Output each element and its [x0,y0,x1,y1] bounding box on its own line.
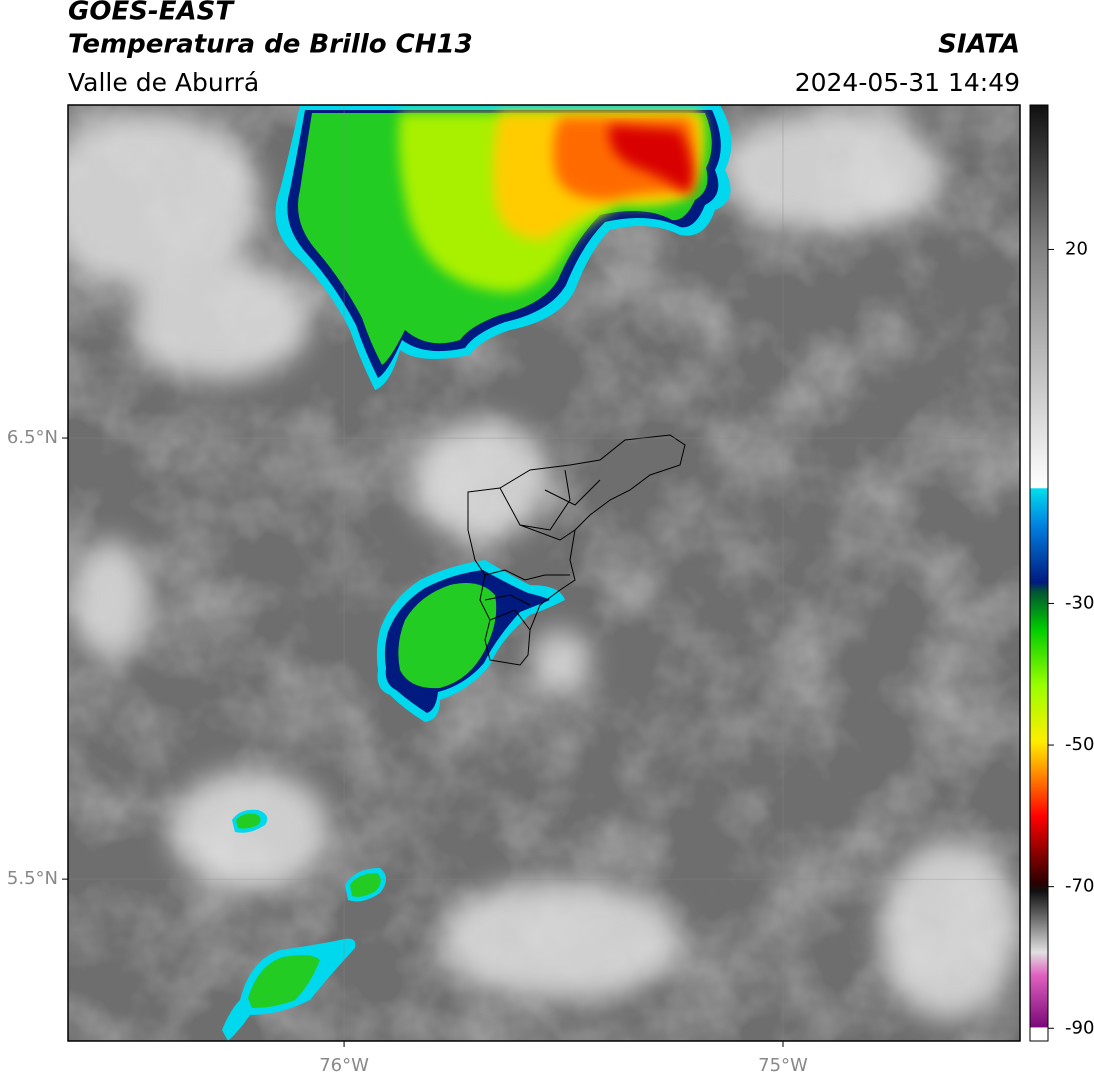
cloud-top [275,105,732,390]
map-frame [67,104,1021,1042]
graticule [68,105,1020,1041]
title: GOES-EAST [68,0,235,27]
colorbar-tick-label: 20 [1065,238,1088,259]
cloud-center [222,560,565,1041]
colorbar-tick-label: -90 [1065,1017,1094,1038]
region: Valle de Aburrá [68,68,259,97]
colorbar-tick-label: -30 [1065,592,1094,613]
colorbar-tick-label: -50 [1065,734,1094,755]
subtitle: Temperatura de Brillo CH13 [68,30,473,60]
source: SIATA [938,30,1020,60]
colorbar-tick-label: -70 [1065,876,1094,897]
x-tick-label: 76°W [319,1055,369,1076]
satellite-image [68,105,1020,1041]
y-tick-label: 6.5°N [7,427,58,448]
y-tick-label: 5.5°N [7,868,58,889]
x-tick-label: 75°W [758,1055,808,1076]
colorbar [1029,104,1049,1042]
datetime: 2024-05-31 14:49 [795,68,1020,97]
municipal-boundaries [467,434,686,666]
